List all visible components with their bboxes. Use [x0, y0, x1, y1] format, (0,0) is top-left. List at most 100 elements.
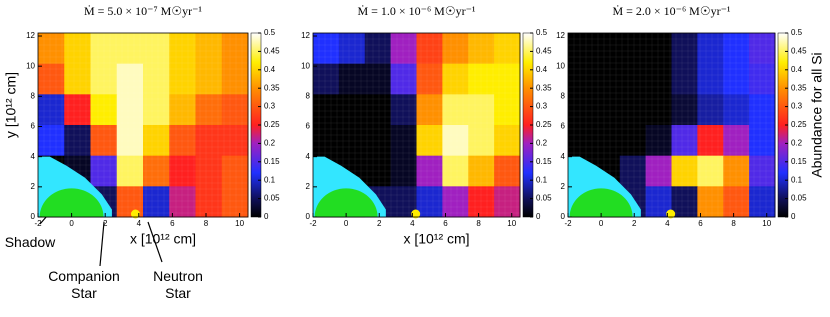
heat-cell	[143, 64, 170, 95]
x-tick-label: 2	[103, 219, 108, 228]
heat-cell	[723, 64, 749, 95]
x-tick-label: 10	[235, 219, 244, 228]
heat-cell	[568, 125, 594, 156]
x-tick-label: -2	[34, 219, 42, 228]
heat-cell	[169, 33, 196, 64]
annotation: Neutron Star	[148, 268, 208, 302]
x-tick-label: -2	[564, 219, 572, 228]
colorbar-tick-label: 0	[264, 212, 269, 221]
annotation: Companion Star	[42, 268, 126, 302]
heat-cell	[169, 125, 196, 156]
colorbar-tick-label: 0.45	[536, 47, 552, 56]
heat-cell	[222, 64, 249, 95]
colorbar-tick-label: 0	[791, 212, 796, 221]
colorbar-tick-label: 0.45	[791, 47, 807, 56]
heat-cell	[313, 64, 339, 95]
y-tick-label: 6	[31, 122, 36, 131]
heat-cell	[646, 33, 672, 64]
heat-cell	[117, 64, 144, 95]
heat-cell	[64, 125, 91, 156]
colorbar-tick-label: 0.05	[264, 194, 280, 203]
heat-cell	[620, 33, 646, 64]
heat-cell	[365, 33, 391, 64]
heat-cell	[723, 125, 749, 156]
heat-cell	[391, 33, 417, 64]
heat-cell	[468, 125, 494, 156]
heat-cell	[442, 64, 468, 95]
x-tick-label: 2	[632, 219, 637, 228]
colorbar-tick-label: 0.35	[536, 83, 552, 92]
colorbar-tick-label: 0.25	[791, 120, 807, 129]
colorbar-tick-label: 0.25	[536, 120, 552, 129]
heat-cell	[365, 64, 391, 95]
heat-cell	[391, 125, 417, 156]
x-tick-label: -2	[309, 219, 317, 228]
x-tick-label: 0	[599, 219, 604, 228]
arrow	[100, 222, 104, 266]
colorbar-tick-label: 0.35	[791, 83, 807, 92]
heat-cell	[749, 33, 775, 64]
colorbar-tick-label: 0.4	[536, 65, 548, 74]
heat-cell	[38, 125, 65, 156]
y-tick-label: 0	[561, 212, 566, 221]
y-tick-label: 0	[306, 212, 311, 221]
heat-cell	[697, 33, 723, 64]
y-tick-label: 10	[556, 61, 565, 70]
colorbar-tick-label: 0.5	[536, 28, 548, 37]
heat-cell	[222, 33, 249, 64]
x-tick-label: 4	[410, 219, 415, 228]
heat-cell	[568, 64, 594, 95]
heat-cell	[723, 33, 749, 64]
heat-cell	[494, 33, 520, 64]
heat-cell	[313, 33, 339, 64]
heat-cell	[749, 125, 775, 156]
y-axis-label: y [10¹² cm]	[3, 72, 19, 138]
colorbar-tick-label: 0.1	[536, 175, 548, 184]
colorbar-tick-label: 0.05	[791, 194, 807, 203]
y-tick-label: 12	[26, 31, 35, 40]
colorbar-tick-label: 0.4	[264, 65, 276, 74]
heat-cell	[365, 125, 391, 156]
y-tick-label: 0	[31, 212, 36, 221]
y-tick-label: 8	[306, 91, 311, 100]
y-tick-label: 6	[561, 122, 566, 131]
x-tick-label: 0	[69, 219, 74, 228]
heat-cell	[442, 33, 468, 64]
y-tick-label: 2	[561, 182, 566, 191]
x-tick-label: 8	[476, 219, 481, 228]
x-tick-label: 6	[698, 219, 703, 228]
panel-title: Ṁ = 1.0 × 10⁻⁶ M☉yr⁻¹	[357, 4, 475, 18]
heat-cell	[697, 125, 723, 156]
y-tick-label: 8	[561, 91, 566, 100]
y-tick-label: 4	[561, 152, 566, 161]
x-tick-label: 8	[204, 219, 209, 228]
colorbar-tick-label: 0.1	[264, 175, 276, 184]
panel-title: Ṁ = 5.0 × 10⁻⁷ M☉yr⁻¹	[84, 4, 202, 18]
x-tick-label: 6	[443, 219, 448, 228]
x-tick-label: 10	[507, 219, 516, 228]
heat-cell	[568, 33, 594, 64]
colorbar-label: Abundance for all Si	[809, 52, 825, 177]
y-tick-label: 8	[31, 91, 36, 100]
heat-cell	[468, 64, 494, 95]
y-tick-label: 6	[306, 122, 311, 131]
colorbar-tick-label: 0.3	[536, 102, 548, 111]
x-axis-label: x [10¹² cm]	[130, 231, 196, 247]
heat-cell	[468, 33, 494, 64]
colorbar-tick-label: 0.3	[264, 102, 276, 111]
heat-cell	[117, 125, 144, 156]
x-tick-label: 0	[344, 219, 349, 228]
colorbar-tick-label: 0.5	[791, 28, 803, 37]
heat-cell	[620, 64, 646, 95]
heat-cell	[222, 125, 249, 156]
heat-cell	[38, 33, 65, 64]
colorbar-tick-label: 0.25	[264, 120, 280, 129]
heat-cell	[64, 64, 91, 95]
heat-cell	[646, 64, 672, 95]
heat-cell	[117, 33, 144, 64]
colorbar-tick-label: 0.05	[536, 194, 552, 203]
colorbar-tick-label: 0.15	[536, 157, 552, 166]
colorbar-tick-label: 0.35	[264, 83, 280, 92]
heat-cell	[143, 33, 170, 64]
heat-cell	[442, 125, 468, 156]
